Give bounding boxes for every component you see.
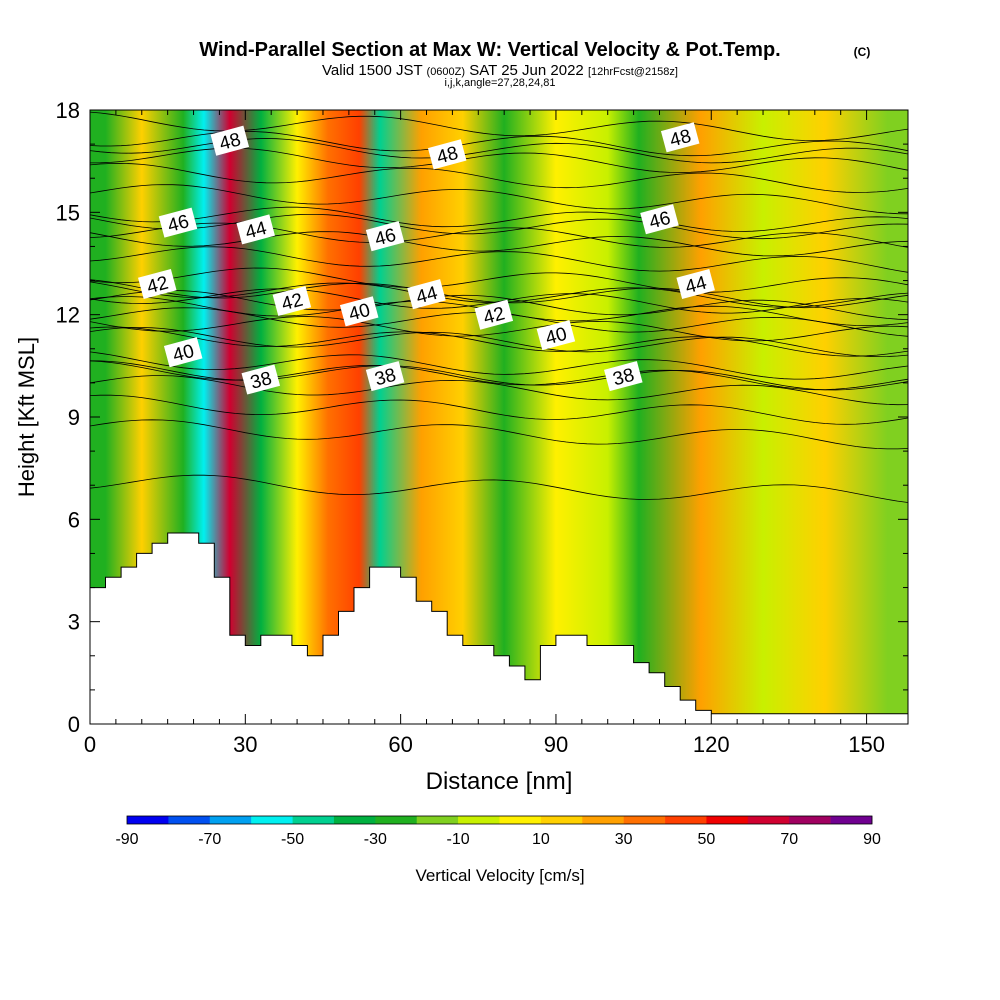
colorbar-tick-label: -30 [364, 831, 387, 848]
colorbar-tick-label: 30 [615, 831, 633, 848]
theta-contour-line [90, 246, 908, 273]
colorbar-swatch [127, 816, 169, 824]
y-tick-label: 18 [56, 98, 80, 123]
theta-contour-line [90, 267, 908, 293]
theta-contour-line [90, 222, 908, 248]
colorbar-swatch [747, 816, 790, 824]
theta-contour-line [90, 231, 908, 257]
colorbar-swatch [458, 816, 500, 824]
y-tick-label: 3 [68, 610, 80, 635]
subtitle-date: SAT 25 Jun 2022 [469, 62, 584, 79]
contour-label: 42 [272, 285, 312, 317]
colorbar-swatch [168, 816, 211, 824]
contour-label: 42 [474, 299, 514, 330]
colorbar-swatch [375, 816, 418, 824]
colorbar-tick-label: -90 [115, 831, 138, 848]
theta-contour-line [90, 394, 908, 425]
y-tick-label: 9 [68, 405, 80, 430]
theta-contour-line [90, 360, 908, 391]
theta-contour-line [90, 351, 908, 380]
colorbar-tick-label: 90 [863, 831, 881, 848]
colorbar-swatch [540, 816, 583, 824]
theta-contour-line [90, 419, 908, 450]
theta-contour-line [90, 327, 908, 358]
contour-label: 42 [138, 268, 177, 300]
contour-label: 48 [210, 125, 250, 156]
theta-contour-line [90, 375, 908, 406]
x-tick-label: 120 [693, 732, 730, 757]
colorbar-swatch [251, 816, 293, 824]
theta-contour-line [90, 162, 908, 193]
subtitle-forecast: [12hrFcst@2158z] [588, 66, 678, 78]
subtitle-utc: (0600Z) [427, 66, 466, 78]
colorbar-swatch [623, 816, 666, 824]
y-axis: 0 3 6 9 12 15 18 [56, 98, 908, 737]
colorbar-swatch [209, 816, 252, 824]
theta-contour-line [90, 290, 908, 320]
theta-contour-line [90, 288, 908, 314]
y-tick-label: 0 [68, 712, 80, 737]
colorbar-swatch [582, 816, 624, 824]
chart-title-mark: (C) [854, 45, 871, 59]
colorbar: -90 -70 -50 -30 -10 10 30 50 70 90 [115, 815, 881, 848]
theta-contour-line [90, 206, 908, 232]
y-tick-label: 15 [56, 200, 80, 225]
theta-contour-line [90, 360, 908, 391]
contour-label: 38 [241, 364, 281, 395]
theta-contour-line [90, 184, 908, 215]
chart-subtitle-indices: i,j,k,angle=27,28,24,81 [444, 77, 555, 89]
x-axis-label: Distance [nm] [426, 768, 573, 795]
colorbar-swatch [830, 816, 873, 824]
colorbar-swatch [789, 816, 831, 824]
contour-label: 46 [640, 204, 679, 235]
x-tick-label: 0 [84, 732, 96, 757]
x-tick-label: 60 [388, 732, 412, 757]
colorbar-swatch [706, 816, 749, 824]
colorbar-tick-label: -10 [447, 831, 470, 848]
colorbar-tick-label: 10 [532, 831, 550, 848]
x-tick-label: 90 [544, 732, 568, 757]
y-tick-label: 12 [56, 303, 80, 328]
contour-label: 46 [365, 221, 405, 252]
theta-contour-line [90, 474, 908, 503]
colorbar-label: Vertical Velocity [cm/s] [415, 866, 584, 885]
contour-label: 40 [163, 337, 203, 368]
theta-contour-line [90, 326, 908, 357]
chart-subtitle: Valid 1500 JST (0600Z) SAT 25 Jun 2022 [… [322, 62, 678, 79]
y-tick-label: 6 [68, 507, 80, 532]
colorbar-frame [126, 815, 873, 825]
colorbar-tick-label: -50 [281, 831, 304, 848]
colorbar-tick-label: 50 [698, 831, 716, 848]
colorbar-swatch [333, 816, 376, 824]
x-tick-label: 150 [848, 732, 885, 757]
y-axis-label: Height [Kft MSL] [14, 337, 39, 497]
contour-label: 40 [339, 296, 379, 327]
x-axis: 0 30 60 90 120 150 [84, 110, 885, 757]
colorbar-swatch [499, 816, 542, 824]
theta-contour-line [90, 214, 908, 240]
x-tick-label: 30 [233, 732, 257, 757]
contour-label: 44 [407, 279, 446, 310]
colorbar-swatch [292, 816, 335, 824]
contour-label: 48 [660, 122, 700, 153]
colorbar-swatch [416, 816, 459, 824]
colorbar-tick-label: 70 [780, 831, 798, 848]
theta-contour-line [90, 316, 908, 342]
terrain-profile [90, 532, 908, 724]
colorbar-swatch [665, 816, 707, 824]
colorbar-tick-label: -70 [198, 831, 221, 848]
chart-title: Wind-Parallel Section at Max W: Vertical… [199, 39, 780, 61]
subtitle-valid: Valid 1500 JST [322, 62, 422, 79]
